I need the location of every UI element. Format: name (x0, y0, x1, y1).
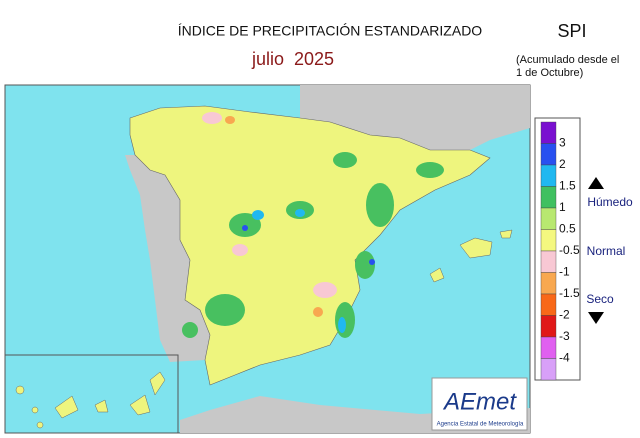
legend-label: -0.5 (559, 243, 580, 257)
canary-inset (4, 354, 179, 434)
legend: Húmedo Normal Seco 3 2 1.5 1 0.5 -0.5 -1 -1.5 -2… (534, 117, 633, 381)
very-wet-areas (242, 209, 375, 333)
legend-swatch (540, 143, 557, 166)
legend-swatch (540, 315, 557, 338)
note: 1 de Octubre) (516, 67, 583, 79)
legend-label: 3 (559, 136, 566, 150)
period: julio 2025 (251, 49, 334, 69)
logo-name: AEmet (442, 388, 517, 415)
legend-label: -3 (559, 329, 570, 343)
dry-areas (202, 112, 337, 317)
logo: AEmet Agencia Estatal de Meteorología (431, 377, 528, 431)
france (300, 85, 530, 150)
map: AEmet Agencia Estatal de Meteorología (4, 84, 531, 434)
legend-swatch (540, 272, 557, 295)
title: ÍNDICE DE PRECIPITACIÓN ESTANDARIZADO (178, 23, 483, 39)
legend-label: 1 (559, 200, 566, 214)
legend-label: -1 (559, 265, 570, 279)
legend-label: -1.5 (559, 286, 580, 300)
logo-box (431, 377, 528, 431)
legend-swatch (540, 250, 557, 273)
portugal (125, 155, 210, 362)
legend-swatch (540, 186, 557, 209)
legend-swatch (540, 293, 557, 316)
index-name: SPI (557, 21, 586, 41)
up-arrow (588, 177, 604, 189)
legend-label: 0.5 (559, 222, 576, 236)
legend-label: -2 (559, 308, 570, 322)
legend-swatch (540, 207, 557, 230)
balearics (429, 229, 513, 283)
legend-swatch (540, 229, 557, 252)
legend-label: 1.5 (559, 179, 576, 193)
wet-areas (182, 152, 444, 338)
legend-swatch (540, 164, 557, 187)
note: (Acumulado desde el (516, 54, 619, 66)
wet-label: Húmedo (587, 195, 633, 209)
down-arrow (588, 312, 604, 324)
legend-swatch (540, 121, 557, 144)
normal-label: Normal (587, 244, 626, 258)
legend-label: -4 (559, 351, 570, 365)
logo-subtitle: Agencia Estatal de Meteorología (437, 422, 524, 428)
dry-label: Seco (586, 292, 614, 306)
legend-label: 2 (559, 157, 566, 171)
legend-swatch (540, 336, 557, 359)
canary-islands (15, 371, 166, 429)
legend-swatch (540, 358, 557, 381)
